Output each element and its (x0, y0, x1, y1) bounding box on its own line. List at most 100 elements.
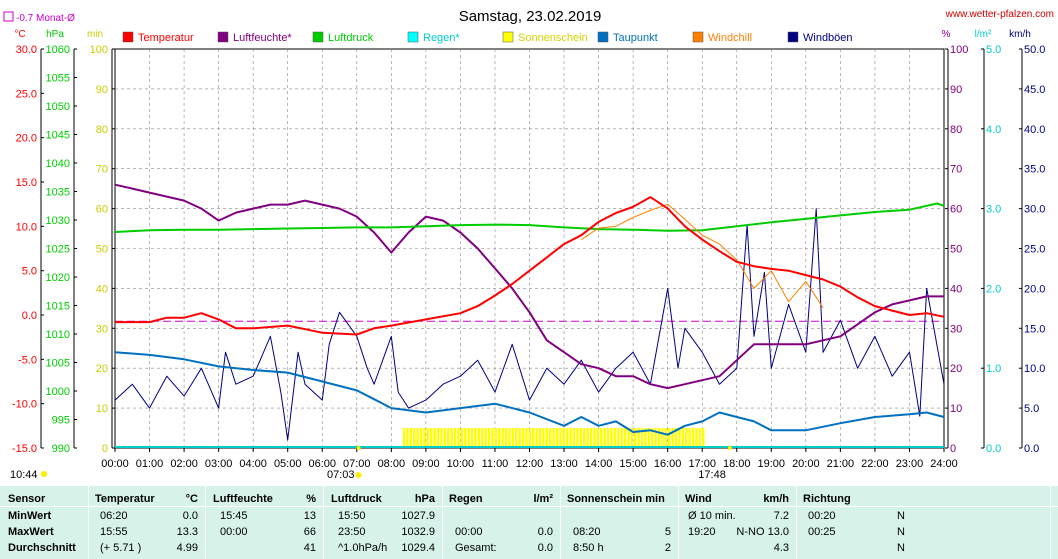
axis-tick-sun: 70 (96, 164, 108, 176)
sunshine-bar (620, 428, 623, 448)
sunshine-bar (583, 428, 586, 448)
press-time: ^1.0hPa/h (338, 542, 388, 554)
axis-tick-wind: 40.0 (1024, 124, 1045, 136)
sunshine-bar (688, 428, 691, 448)
row-label: MinWert (8, 510, 52, 522)
temp-time: 06:20 (100, 510, 128, 522)
axes: °C 30.0 25.0 20.0 15.0 10.0 5.0 0.0 -5.0 -10.0 -15… (12, 29, 1046, 455)
sunshine-bar (477, 428, 481, 448)
header-rain: Regen (449, 493, 483, 505)
plot-grid (114, 48, 945, 449)
x-tick-label: 23:00 (896, 458, 924, 470)
legend-swatch (217, 31, 229, 43)
table-divider (796, 486, 797, 559)
press-value: 1032.9 (401, 526, 435, 538)
sunshine-bar (617, 428, 620, 448)
sunshine-bar (630, 428, 634, 448)
sunshine-bar (409, 428, 413, 448)
axis-tick-humidity: 20 (950, 363, 962, 375)
sunshine-bar (413, 428, 416, 448)
axis-tick-temp: 0.0 (22, 310, 37, 322)
axis-tick-sun: 100 (90, 44, 108, 56)
sunshine-bar (532, 428, 535, 448)
sunshine-bar (464, 428, 467, 448)
hum-value: 13 (303, 510, 316, 522)
sunshine-bar (511, 428, 515, 448)
wind-value: 4.3 (773, 542, 789, 554)
axis-tick-humidity: 60 (950, 204, 962, 216)
series-line-windben (114, 208, 945, 441)
temp-time: 15:55 (100, 526, 128, 538)
hum-value: 41 (303, 542, 316, 554)
axis-tick-rain: 5.0 (986, 44, 1001, 56)
axis-tick-temp: -10.0 (12, 399, 37, 411)
wind-value: N-NO 13.0 (736, 526, 789, 538)
sunshine-bar (528, 428, 532, 448)
hum-value: 66 (303, 526, 316, 538)
hum-time: 00:00 (220, 526, 248, 538)
x-tick-label: 17:00 (688, 458, 716, 470)
chart-title: Samstag, 23.02.2019 (459, 8, 602, 25)
sunshine-bar (487, 428, 491, 448)
sunshine-bar (518, 428, 521, 448)
sunshine-bar (702, 428, 705, 448)
series-line-windchill (581, 203, 824, 309)
site-link[interactable]: www.wetter-pfalzen.com (945, 9, 1054, 20)
sunshine-bar (460, 428, 464, 448)
row-label: Durchschnitt (8, 542, 76, 554)
axis-tick-humidity: 70 (950, 164, 962, 176)
legend-label: Sonnenschein (518, 32, 588, 44)
sunshine-bar (586, 428, 589, 448)
axis-tick-pressure: 1010 (46, 329, 70, 341)
sunshine-bar (579, 428, 583, 448)
axis-tick-rain: 1.0 (986, 363, 1001, 375)
sunshine-bar (453, 428, 457, 448)
rain-value: 0.0 (537, 542, 553, 554)
sunshine-bar (661, 428, 664, 448)
axis-tick-sun: 80 (96, 124, 108, 136)
x-tick-label: 21:00 (827, 458, 855, 470)
x-tick-label: 02:00 (170, 458, 198, 470)
header-wind-unit: km/h (763, 493, 789, 505)
sunshine-bar (566, 428, 569, 448)
axis-tick-rain: 3.0 (986, 204, 1001, 216)
sunshine-bar (545, 428, 549, 448)
axis-tick-pressure: 1025 (46, 244, 70, 256)
x-tick-label: 13:00 (550, 458, 578, 470)
x-tick-label: 19:00 (758, 458, 786, 470)
sunshine-bar (603, 428, 606, 448)
sunshine-bar (640, 428, 644, 448)
axis-tick-wind: 50.0 (1024, 44, 1045, 56)
axis-tick-sun: 50 (96, 244, 108, 256)
header-temp-unit: °C (185, 493, 198, 505)
dir-time: 00:20 (808, 510, 836, 522)
x-tick-label: 20:00 (792, 458, 820, 470)
axis-tick-pressure: 1000 (46, 386, 70, 398)
header-temp: Temperatur (95, 493, 155, 505)
sunshine-bar (494, 428, 498, 448)
axis-tick-pressure: 1005 (46, 358, 70, 370)
axis-tick-pressure: 990 (52, 443, 70, 455)
press-time: 15:50 (338, 510, 366, 522)
sunshine-bar (576, 428, 579, 448)
table-divider (678, 486, 679, 559)
axis-tick-temp: 5.0 (22, 266, 37, 278)
axis-tick-wind: 20.0 (1024, 283, 1045, 295)
series-line-luftdruck (114, 202, 945, 233)
sunshine-bar (627, 428, 630, 448)
sunshine-bar (623, 428, 627, 448)
sunshine-bar (501, 428, 504, 448)
axis-tick-temp: 20.0 (16, 133, 37, 145)
sunshine-bar (508, 428, 511, 448)
sunshine-bar (695, 428, 698, 448)
x-tick-label: 22:00 (861, 458, 889, 470)
axis-tick-wind: 35.0 (1024, 164, 1045, 176)
legend-label: Regen* (423, 32, 460, 44)
series (114, 183, 945, 448)
sunshine-bar (542, 428, 545, 448)
legend-label: Windböen (803, 32, 853, 44)
sunshine-bar (698, 428, 702, 448)
sunshine-bar (525, 428, 528, 448)
axis-unit-rain: l/m² (975, 29, 992, 40)
sunshine-bar (406, 428, 409, 448)
